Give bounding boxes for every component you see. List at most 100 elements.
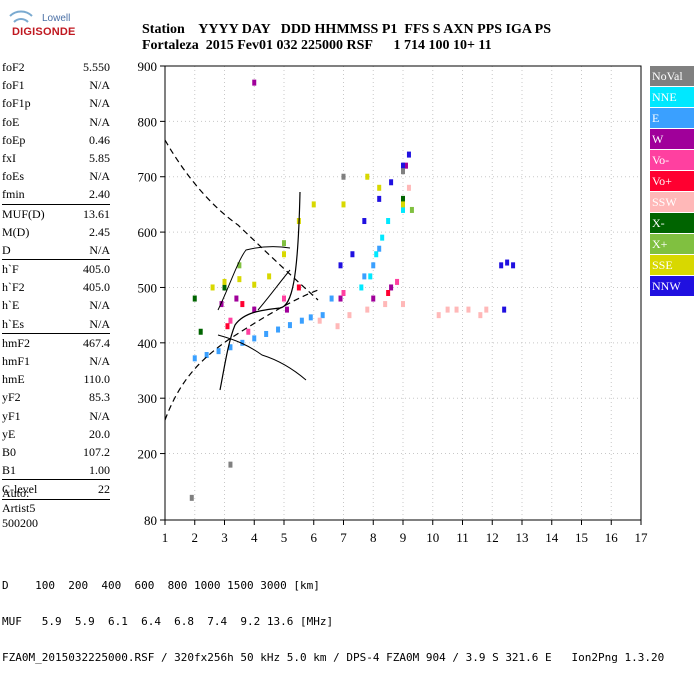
x-tick-label: 4 xyxy=(251,530,258,545)
param-value: 2.40 xyxy=(89,187,110,202)
y-tick-label: 700 xyxy=(138,170,158,185)
param-row-foe: foE N/A xyxy=(2,113,110,131)
param-row-foes: foEs N/A xyxy=(2,167,110,185)
echo-point xyxy=(365,173,370,180)
echo-point xyxy=(362,273,367,280)
param-row-foep: foEp 0.46 xyxy=(2,131,110,149)
legend-item-x: X+ xyxy=(650,234,694,254)
param-value: 467.4 xyxy=(83,335,110,350)
echo-point xyxy=(445,306,450,313)
param-value: 13.61 xyxy=(83,206,110,221)
echo-point xyxy=(511,262,516,269)
echo-point xyxy=(311,201,316,208)
echo-point xyxy=(499,262,504,269)
echo-point xyxy=(252,79,257,86)
param-label: M(D) xyxy=(2,224,30,239)
lowell-digisonde-logo: Lowell DIGISONDE xyxy=(4,6,75,46)
x-tick-label: 11 xyxy=(456,530,469,545)
echo-point xyxy=(406,151,411,158)
echo-point xyxy=(219,301,224,308)
echo-point xyxy=(222,278,227,285)
footer-d-row: D 100 200 400 600 800 1000 1500 3000 [km… xyxy=(2,579,320,592)
param-value: 20.0 xyxy=(89,426,110,441)
param-value: 405.0 xyxy=(83,262,110,277)
param-value: N/A xyxy=(89,78,110,93)
echo-point xyxy=(395,278,400,285)
x-tick-label: 16 xyxy=(605,530,619,545)
param-label: foF1p xyxy=(2,96,31,111)
echo-point xyxy=(436,312,441,319)
echo-point xyxy=(350,251,355,258)
echo-point xyxy=(228,344,233,351)
trace-curve-3 xyxy=(257,269,291,311)
echo-point xyxy=(341,201,346,208)
echo-point xyxy=(371,295,376,302)
echo-point xyxy=(365,306,370,313)
echo-point xyxy=(204,352,209,359)
param-label: foE xyxy=(2,114,20,129)
echo-point xyxy=(484,306,489,313)
echo-point xyxy=(341,173,346,180)
echo-point xyxy=(222,284,227,291)
param-value: 405.0 xyxy=(83,280,110,295)
polarization-legend: NoVal NNE E W Vo- Vo+ SSW X- X+ SSE NNW xyxy=(650,66,694,297)
param-label: h`F2 xyxy=(2,280,25,295)
param-label: foF2 xyxy=(2,60,25,74)
echo-point xyxy=(317,317,322,324)
series-nne xyxy=(359,206,405,291)
series-nnw xyxy=(338,151,516,313)
echo-point xyxy=(237,276,242,283)
echo-point xyxy=(401,162,405,169)
series-sse xyxy=(210,173,405,291)
echo-point xyxy=(362,218,367,225)
autoscale-line3: 500200 xyxy=(2,516,38,530)
param-label: fmin xyxy=(2,187,25,202)
param-value: 2.45 xyxy=(89,224,110,239)
param-value: N/A xyxy=(89,354,110,368)
param-label: B0 xyxy=(2,444,17,459)
echo-point xyxy=(252,281,257,288)
y-tick-label: 300 xyxy=(138,391,158,406)
param-label: hmE xyxy=(2,372,25,387)
param-value: N/A xyxy=(89,242,110,257)
legend-item-x: X- xyxy=(650,213,694,233)
echo-point xyxy=(284,306,289,313)
echo-point xyxy=(198,328,203,335)
y-tick-label: 200 xyxy=(138,447,158,462)
param-value: N/A xyxy=(89,169,110,184)
param-value: 5.550 xyxy=(83,60,110,74)
param-value: N/A xyxy=(89,96,110,111)
param-row-hes: h`Es N/A xyxy=(2,315,110,333)
echo-point xyxy=(505,259,510,266)
param-value: 1.00 xyxy=(89,463,110,478)
x-tick-label: 14 xyxy=(545,530,559,545)
echo-point xyxy=(347,312,352,319)
param-value: 5.85 xyxy=(89,150,110,165)
echo-point xyxy=(401,206,405,213)
echo-point xyxy=(389,179,394,186)
x-tick-label: 7 xyxy=(340,530,347,545)
echo-point xyxy=(287,322,292,329)
param-label: D xyxy=(2,242,11,257)
param-row-ye: yE 20.0 xyxy=(2,425,110,443)
echo-point xyxy=(264,330,269,337)
echo-point xyxy=(282,240,286,247)
profile-curve xyxy=(219,191,301,391)
echo-point xyxy=(299,317,304,324)
echo-point xyxy=(454,306,459,313)
series-vo xyxy=(225,284,391,330)
legend-item-nnw: NNW xyxy=(650,276,694,296)
param-label: hmF2 xyxy=(2,335,31,350)
echo-point xyxy=(216,348,221,355)
series-x xyxy=(192,195,405,335)
logo-line1: Lowell xyxy=(42,13,71,24)
x-tick-label: 3 xyxy=(221,530,228,545)
series-e xyxy=(192,245,382,362)
param-value: N/A xyxy=(89,316,110,331)
x-tick-label: 15 xyxy=(575,530,588,545)
echo-point xyxy=(234,295,239,302)
muf-envelope-lower xyxy=(164,289,319,421)
echo-point xyxy=(386,218,391,225)
echo-point xyxy=(377,195,382,202)
echo-point xyxy=(466,306,471,313)
